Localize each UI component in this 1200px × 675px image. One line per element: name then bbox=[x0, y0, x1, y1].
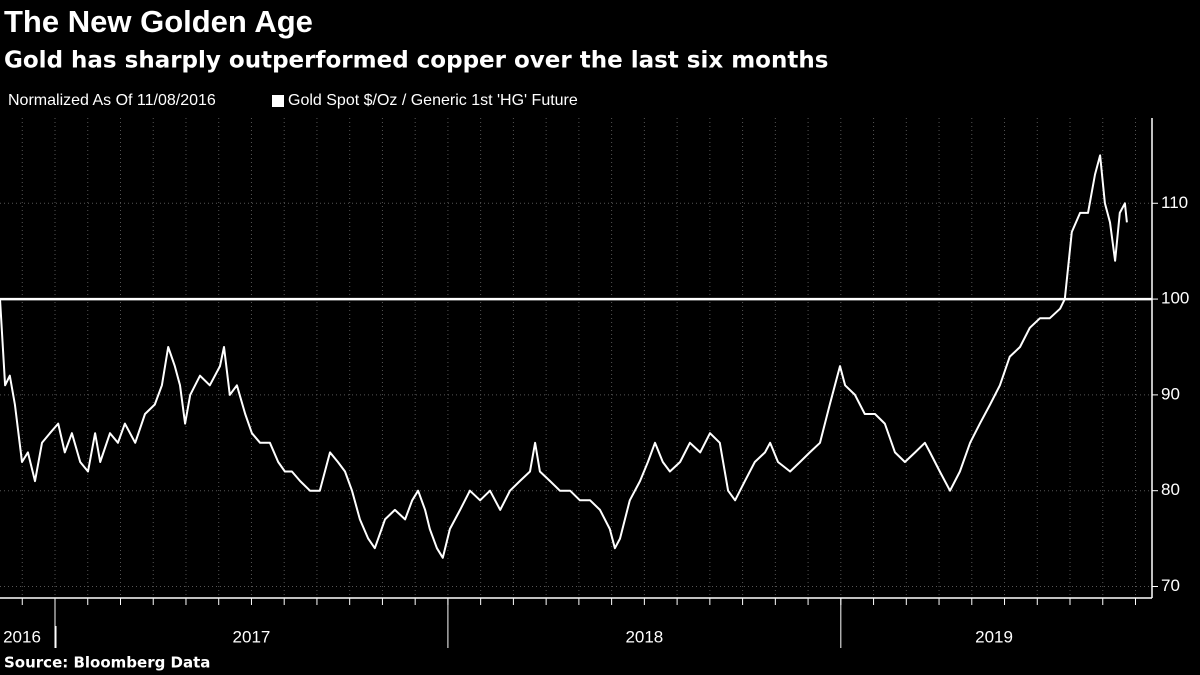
source: Source: Bloomberg Data bbox=[4, 654, 210, 672]
series-line bbox=[0, 154, 1128, 559]
x-tick-label: 2017 bbox=[233, 627, 271, 646]
y-tick-label: 90 bbox=[1161, 384, 1180, 403]
chart-title: The New Golden Age bbox=[4, 4, 313, 39]
legend-label: Gold Spot $/Oz / Generic 1st 'HG' Future bbox=[288, 92, 578, 109]
note: Normalized As Of 11/08/2016 bbox=[8, 92, 216, 109]
legend-swatch bbox=[272, 95, 284, 107]
x-tick-label: 2018 bbox=[625, 627, 663, 646]
y-tick-label: 100 bbox=[1161, 289, 1189, 308]
y-tick-label: 70 bbox=[1161, 576, 1180, 595]
x-tick-label: 2016 bbox=[3, 627, 41, 646]
chart-subtitle: Gold has sharply outperformed copper ove… bbox=[4, 48, 828, 74]
y-tick-label: 80 bbox=[1161, 480, 1180, 499]
y-tick-label: 110 bbox=[1161, 193, 1188, 212]
x-tick-label: 2019 bbox=[975, 627, 1013, 646]
